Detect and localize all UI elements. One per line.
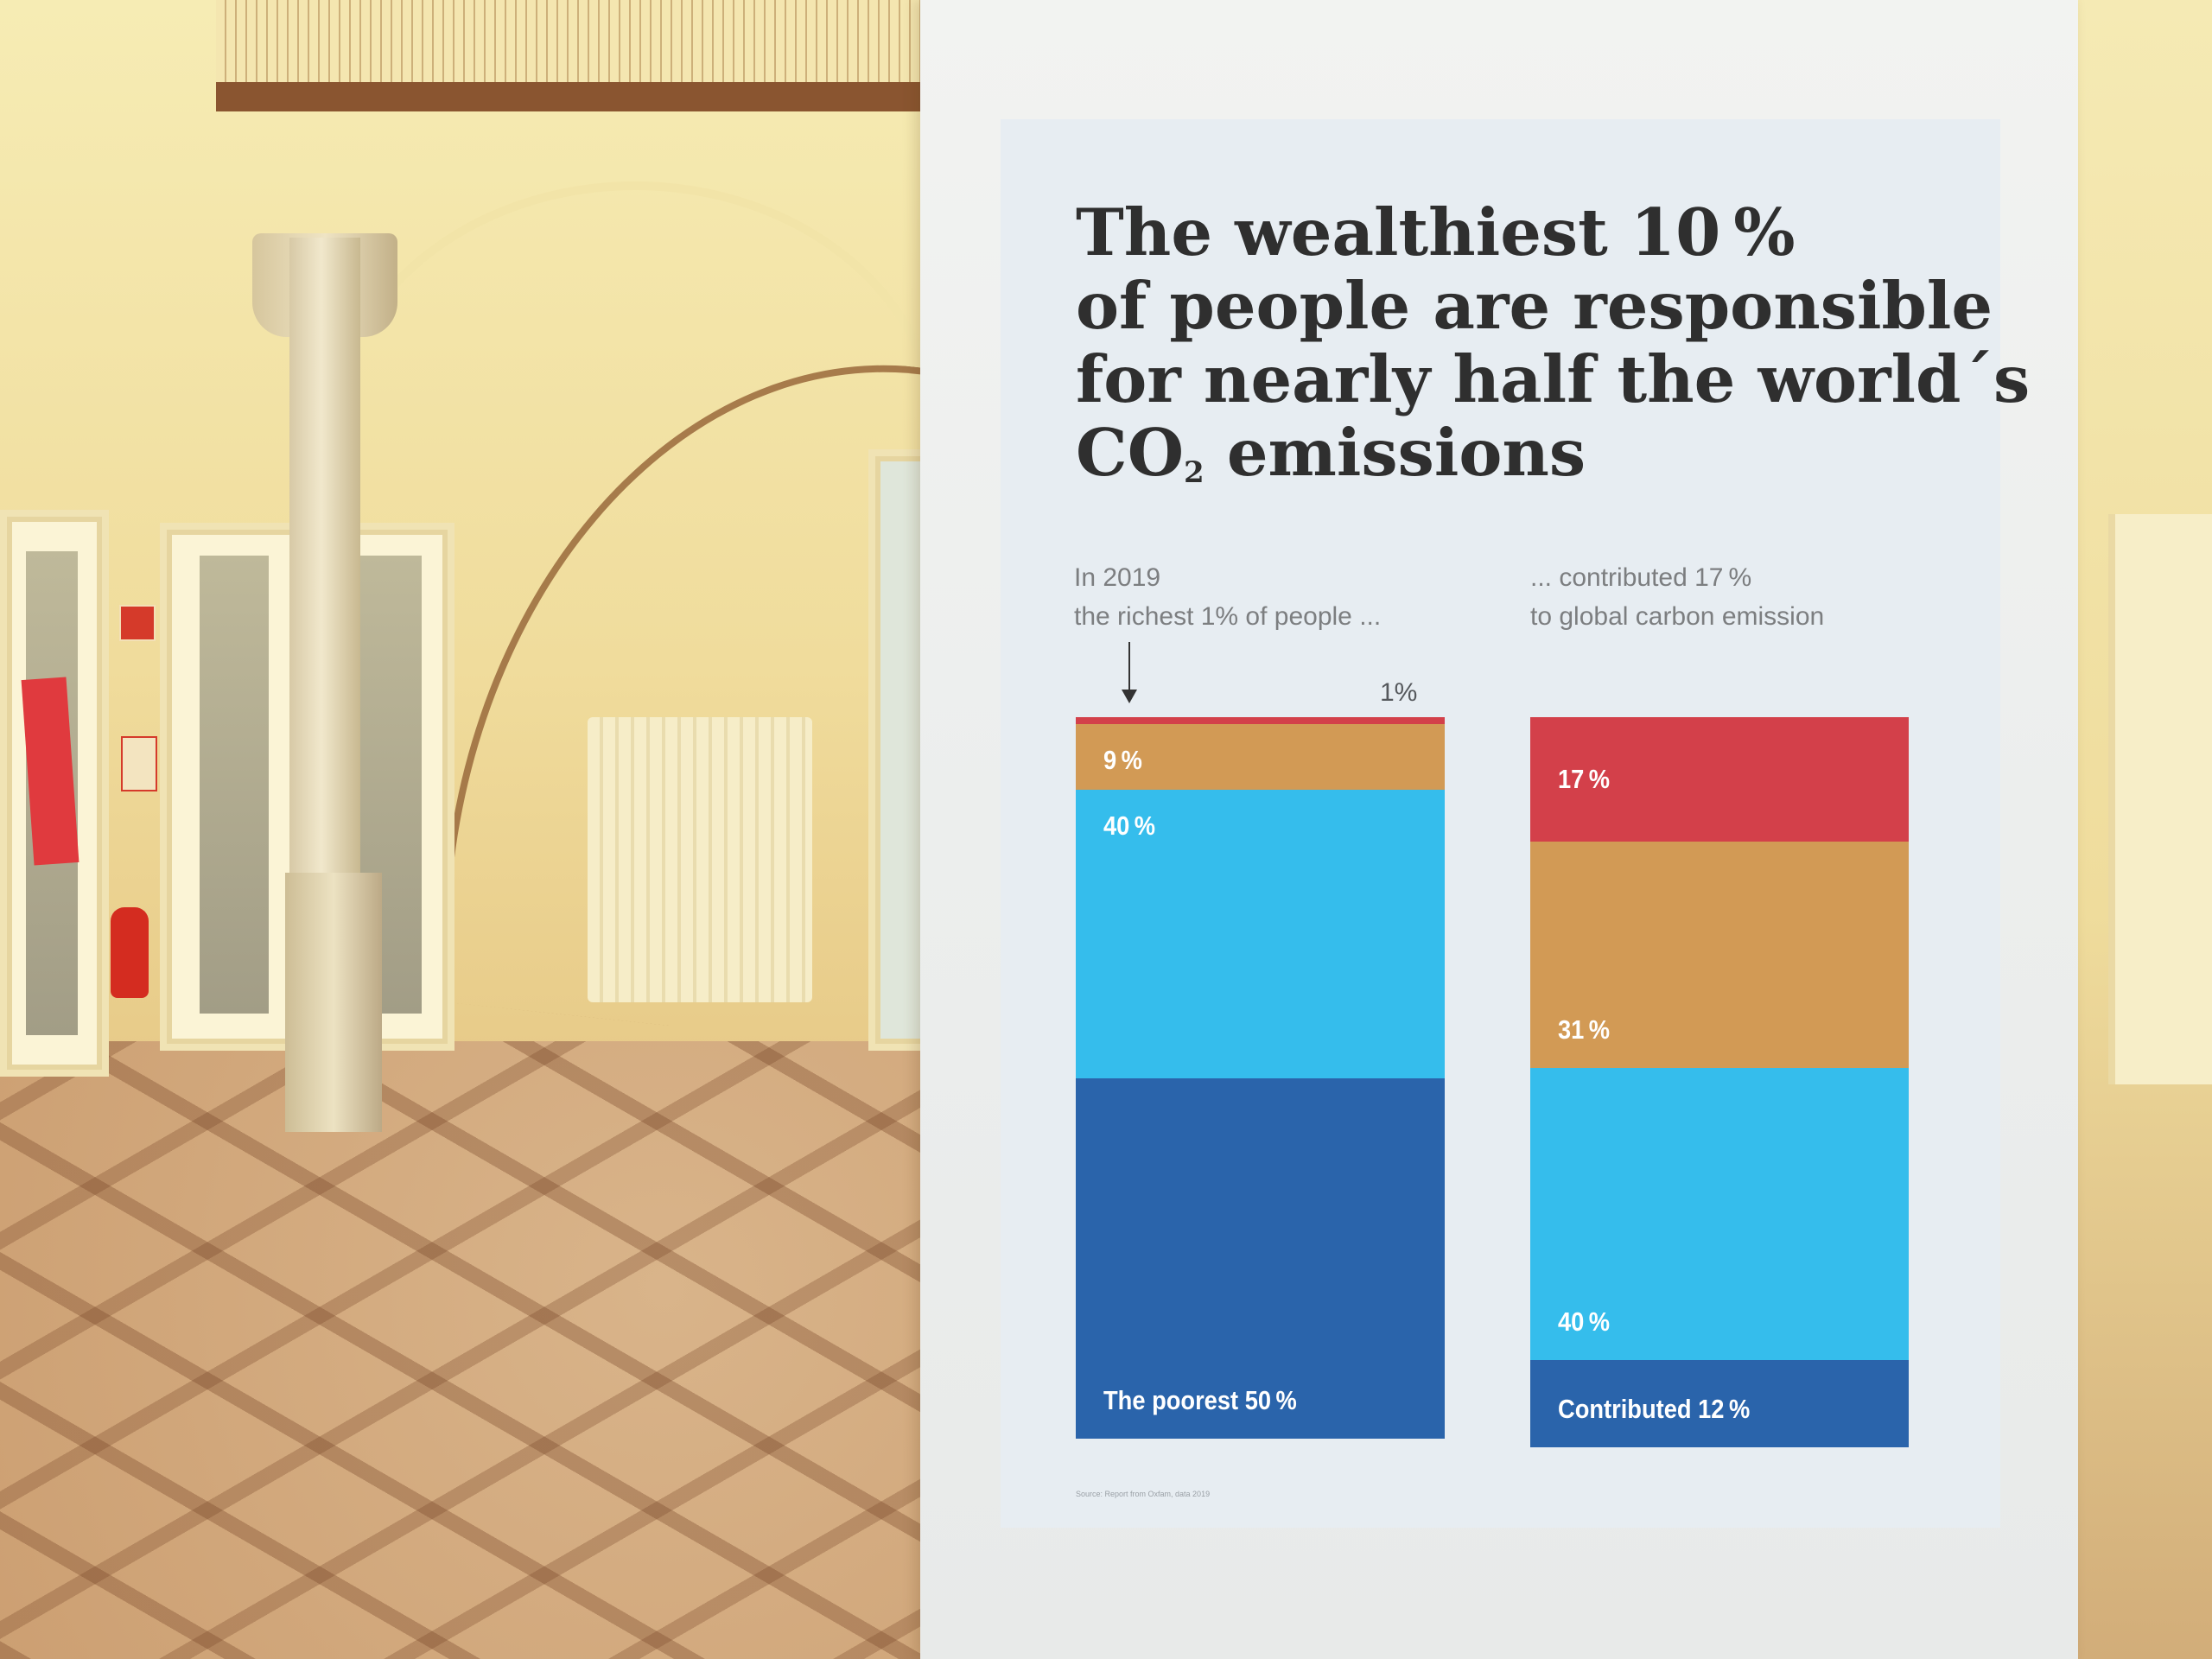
segment-richest-17-label: 17 % [1558, 763, 1611, 794]
poster-title-line-4: CO2 emissions [1076, 415, 1586, 491]
poster-title-line-3: for nearly half the world´s [1076, 341, 2031, 417]
segment-richest-1 [1076, 717, 1445, 725]
segment-next-9: 9 % [1076, 724, 1445, 790]
top-one-percent-marker: 1% [1380, 678, 1418, 707]
segment-poorest-50-label: The poorest 50 % [1103, 1385, 1297, 1415]
left-door [0, 510, 109, 1077]
poster-title-line-2: of people are responsible [1076, 268, 1993, 344]
note-left-line-2: the richest 1% of people ... [1074, 602, 1382, 631]
segment-middle-40-label: 40 % [1558, 1306, 1611, 1337]
poster-title-line-1: The wealthiest 10 % [1076, 194, 1796, 270]
emissions-stacked-bar: Contributed 12 % 40 % 31 % 17 % [1530, 717, 1909, 1447]
segment-middle-40: 40 % [1530, 1067, 1909, 1360]
pointer-arrow-line [1128, 642, 1130, 696]
note-right-line-1: ... contributed 17 % [1530, 563, 1752, 592]
population-stacked-bar: The poorest 50 % 40 % 9 % [1076, 717, 1445, 1439]
segment-contributed-12: Contributed 12 % [1530, 1359, 1909, 1447]
note-left-line-1: In 2019 [1074, 563, 1161, 592]
segment-poorest-50: The poorest 50 % [1076, 1077, 1445, 1439]
note-right-line-2: to global carbon emission [1530, 602, 1825, 631]
segment-middle-40-label: 40 % [1103, 810, 1156, 841]
exit-sign-icon [119, 605, 156, 641]
column-base [285, 873, 382, 1132]
title-emissions: emissions [1204, 415, 1586, 491]
segment-contributed-12-label: Contributed 12 % [1558, 1394, 1751, 1424]
title-co-subscript: 2 [1184, 455, 1205, 490]
fire-extinguisher [111, 907, 149, 998]
balcony-railing [216, 0, 925, 111]
segment-next-31-label: 31 % [1558, 1014, 1611, 1045]
source-credit: Source: Report from Oxfam, data 2019 [1076, 1490, 1211, 1498]
segment-next-31: 31 % [1530, 841, 1909, 1068]
segment-middle-40: 40 % [1076, 789, 1445, 1078]
segment-next-9-label: 9 % [1103, 745, 1142, 776]
segment-richest-17: 17 % [1530, 717, 1909, 842]
radiator [588, 717, 812, 1002]
title-co: CO [1076, 415, 1185, 491]
right-door [2108, 514, 2212, 1084]
door-glass [200, 556, 269, 1014]
arrow-down-icon [1122, 690, 1137, 703]
notice-sign-icon [121, 736, 157, 791]
